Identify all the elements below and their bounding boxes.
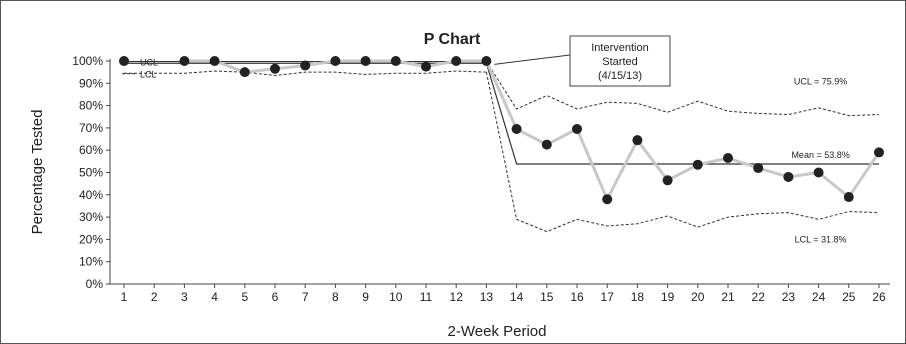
x-tick-label: 10 [389, 290, 403, 304]
x-tick-label: 6 [272, 290, 279, 304]
y-tick-label: 50% [79, 166, 103, 180]
data-point [602, 194, 613, 205]
ucl-label: UCL [140, 57, 158, 67]
y-tick-label: 100% [72, 54, 103, 68]
y-tick-label: 90% [79, 76, 103, 90]
data-point [723, 153, 733, 164]
x-tick-label: 11 [420, 290, 433, 304]
y-tick-label: 0% [86, 277, 104, 291]
data-point [783, 171, 794, 182]
y-axis-label: Percentage Tested [29, 110, 46, 235]
data-point [330, 56, 341, 66]
ucl-after-label: UCL = 75.9% [794, 76, 847, 86]
x-tick-label: 24 [812, 290, 826, 304]
data-point [451, 56, 462, 66]
x-tick-label: 12 [450, 290, 464, 304]
data-point [753, 163, 764, 174]
x-tick-label: 8 [332, 290, 339, 304]
x-tick-label: 26 [872, 290, 886, 304]
series-line [184, 59, 881, 201]
x-tick-label: 14 [510, 290, 524, 304]
data-point [874, 147, 884, 158]
plot-area: 0%10%20%30%40%50%60%70%80%90%100%1 2 3 4 5 6 7… [72, 35, 890, 304]
y-tick-label: 60% [79, 143, 103, 157]
data-point [662, 175, 673, 186]
x-tick-label: 23 [782, 290, 796, 304]
data-point [119, 56, 129, 66]
data-point [209, 56, 220, 66]
x-tick-label: 16 [570, 290, 584, 304]
x-tick-label: 17 [601, 290, 615, 304]
x-tick-label: 7 [302, 290, 309, 304]
mean-after-label: Mean = 53.8% [791, 150, 849, 160]
data-point [632, 135, 643, 146]
x-tick-label: 9 [362, 290, 369, 304]
x-tick-label: 18 [631, 290, 645, 304]
data-point [511, 124, 522, 135]
x-tick-label: 4 [211, 290, 218, 304]
x-tick-label: 25 [842, 290, 856, 304]
x-axis-label: 2-Week Period [448, 323, 547, 340]
y-tick-label: 20% [79, 232, 103, 246]
data-point [179, 56, 190, 66]
x-tick-label: 20 [691, 290, 705, 304]
data-point [270, 63, 280, 74]
x-tick-label: 19 [661, 290, 675, 304]
y-tick-label: 40% [79, 188, 103, 202]
data-point [481, 56, 492, 66]
intervention-text: (4/15/13) [598, 70, 642, 82]
x-tick-label: 1 [121, 290, 128, 304]
lcl-after-label: LCL = 31.8% [795, 235, 847, 245]
y-tick-label: 30% [79, 210, 103, 224]
x-tick-label: 21 [721, 290, 735, 304]
intervention-pointer [494, 54, 571, 65]
x-tick-label: 2 [151, 290, 158, 304]
y-tick-label: 70% [79, 121, 103, 135]
data-point [813, 167, 824, 178]
data-point [572, 124, 582, 135]
y-tick-label: 80% [79, 99, 103, 113]
x-tick-label: 3 [181, 290, 188, 304]
data-point [360, 56, 371, 66]
x-tick-label: 13 [480, 290, 494, 304]
lcl-before-line [124, 70, 487, 76]
x-tick-label: 15 [540, 290, 554, 304]
ucl-after-line [485, 61, 880, 117]
chart-title: P Chart [424, 31, 481, 48]
x-tick-label: 22 [752, 290, 766, 304]
data-point [692, 159, 703, 170]
data-point [390, 56, 401, 66]
data-point [239, 67, 250, 78]
data-point [541, 139, 552, 150]
lcl-label: LCL [140, 70, 157, 80]
intervention-box [569, 35, 671, 87]
data-point [421, 61, 431, 72]
intervention-text: Started [602, 56, 637, 68]
data-point [300, 60, 311, 71]
x-tick-label: 5 [241, 290, 248, 304]
y-tick-label: 10% [79, 255, 103, 269]
data-point [843, 192, 854, 203]
intervention-text: Intervention [591, 42, 648, 54]
